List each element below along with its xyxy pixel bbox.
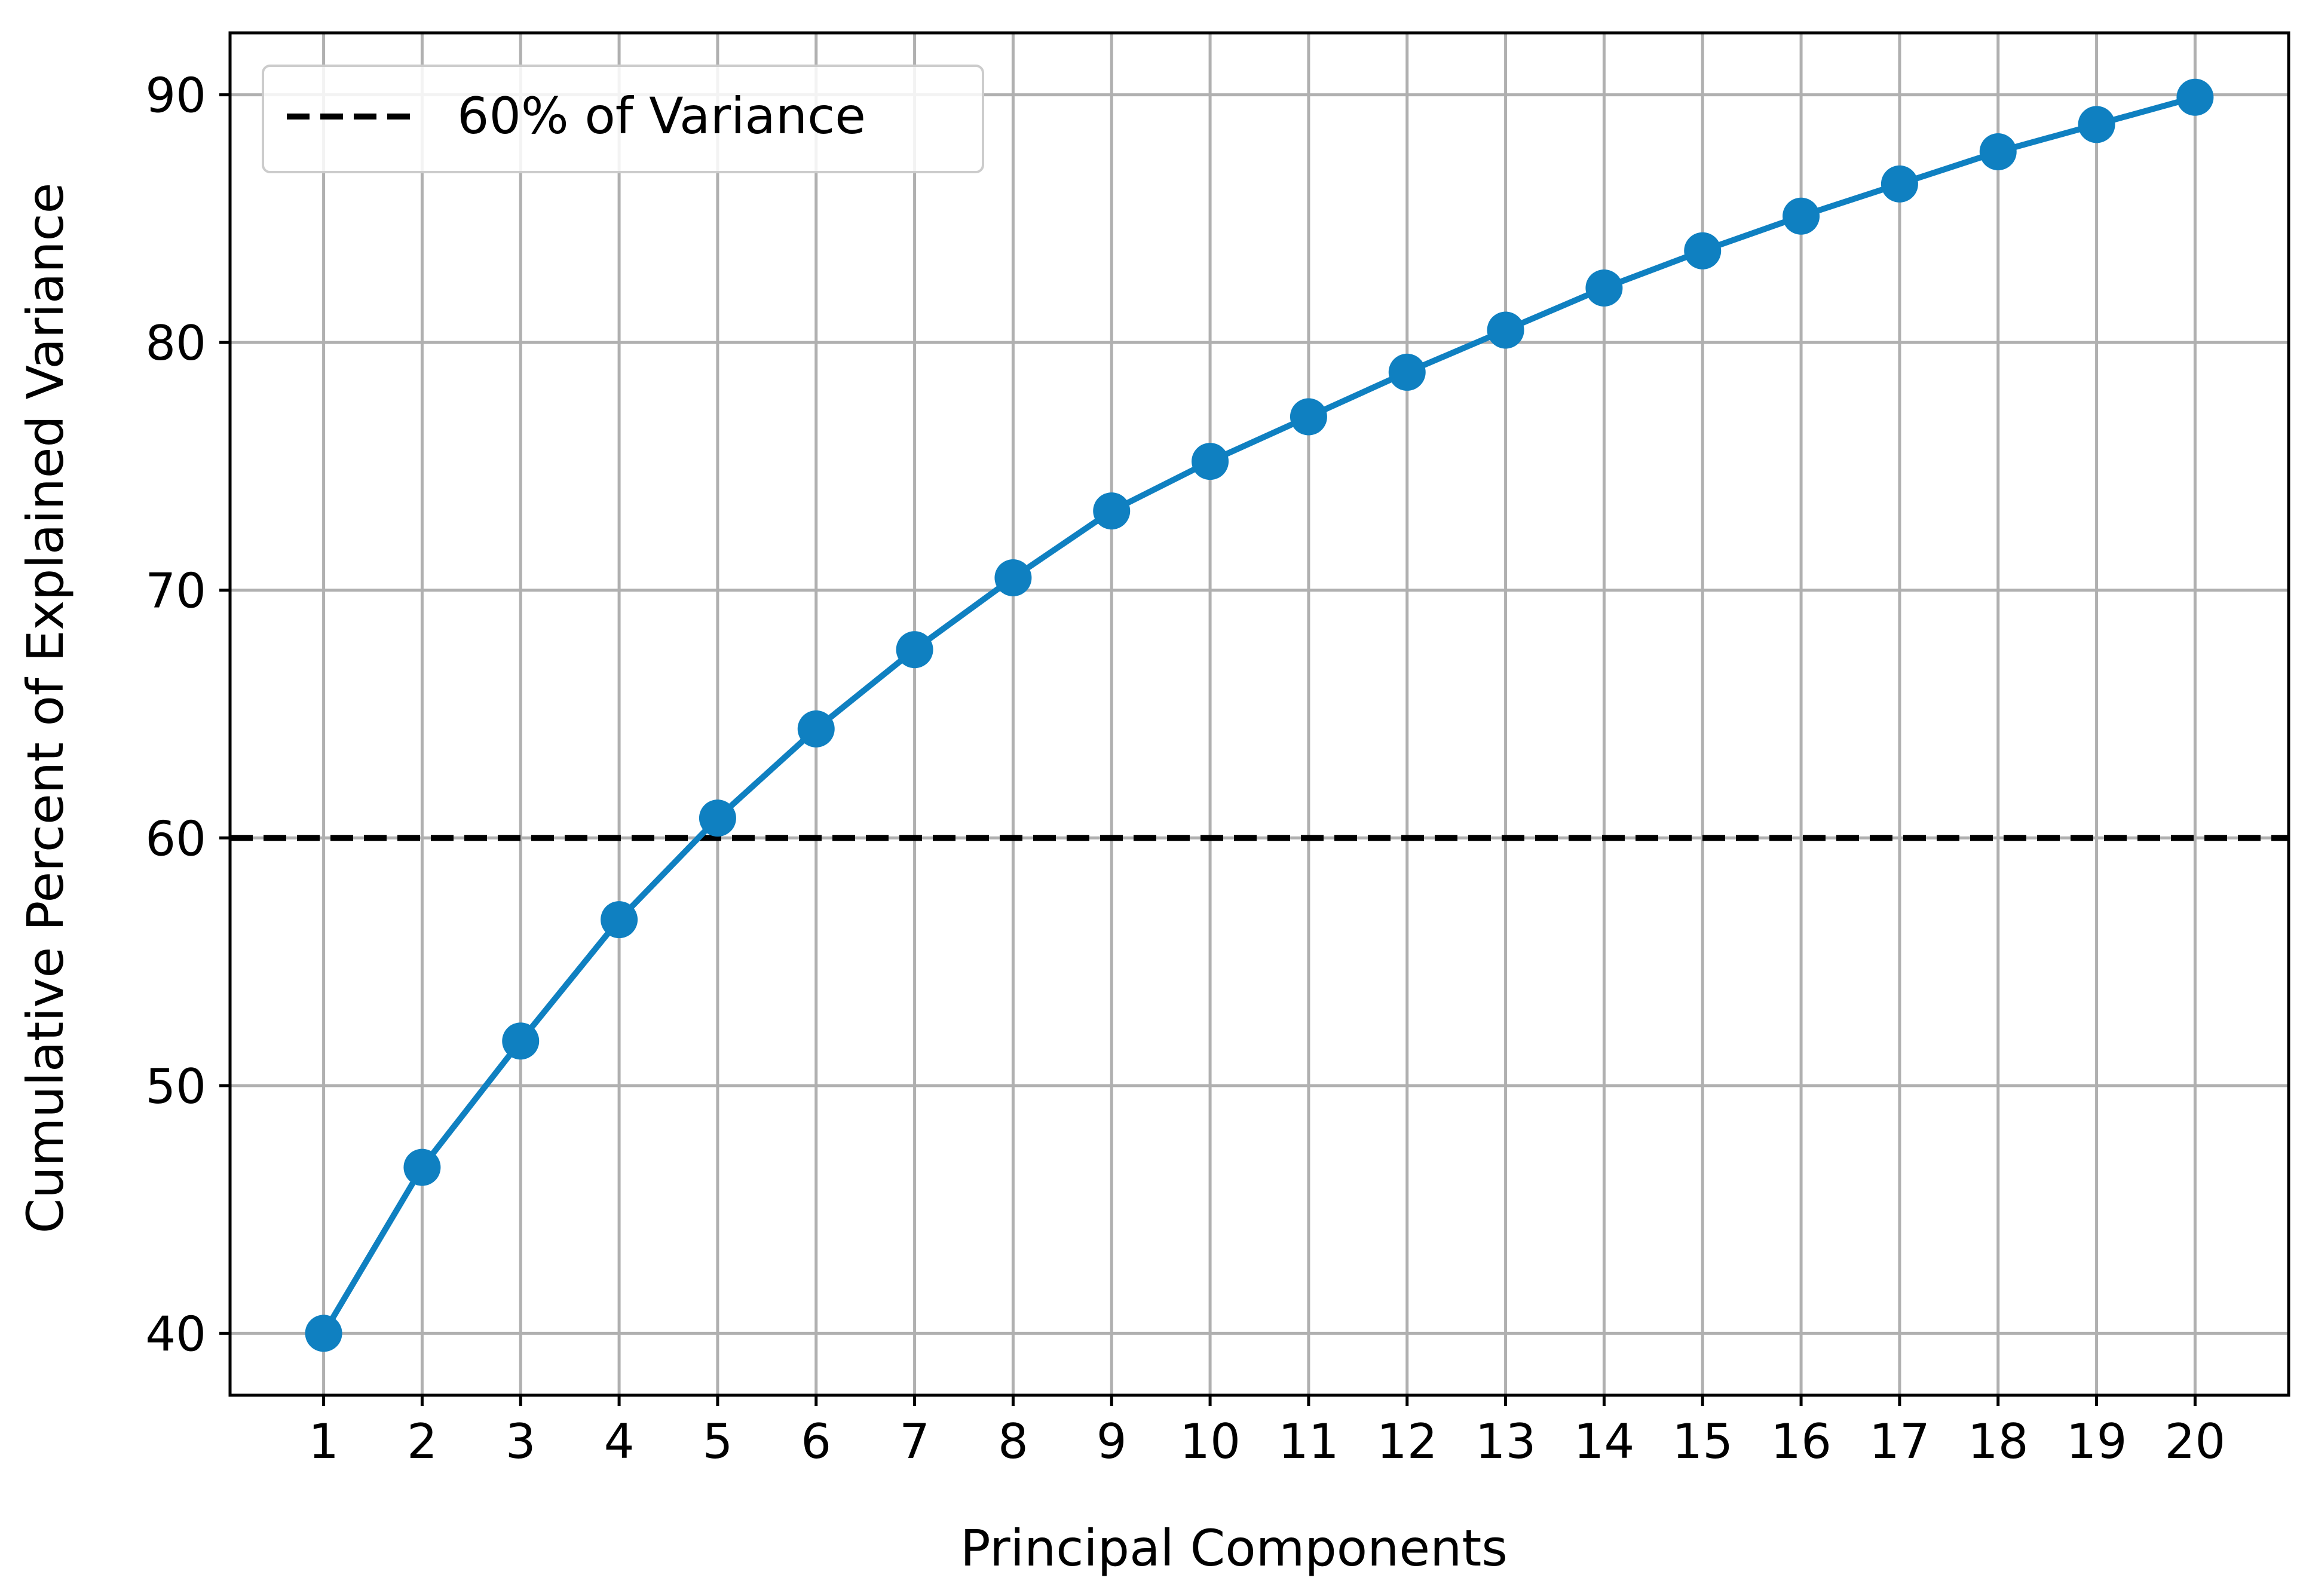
data-point bbox=[2176, 78, 2214, 116]
x-tick-label: 11 bbox=[1278, 1414, 1339, 1469]
data-point bbox=[403, 1148, 441, 1186]
x-tick-label: 9 bbox=[1097, 1414, 1127, 1469]
x-tick-label: 10 bbox=[1180, 1414, 1241, 1469]
x-axis-label: Principal Components bbox=[960, 1519, 1508, 1577]
data-point bbox=[601, 901, 638, 939]
data-point bbox=[699, 799, 736, 837]
x-tick-label: 16 bbox=[1771, 1414, 1832, 1469]
data-point bbox=[1388, 353, 1426, 391]
legend-box bbox=[262, 65, 984, 173]
data-point bbox=[1192, 443, 1229, 480]
x-tick-label: 4 bbox=[604, 1414, 635, 1469]
data-point bbox=[1290, 398, 1327, 436]
x-tick-label: 14 bbox=[1574, 1414, 1635, 1469]
axis-ticks: 1 2 3 4 5 6 7 8 9 10 11 12 13 14 15 16 17 18 19 20405060708… bbox=[145, 68, 2225, 1469]
x-tick-label: 8 bbox=[998, 1414, 1028, 1469]
x-tick-label: 17 bbox=[1869, 1414, 1930, 1469]
data-point bbox=[1684, 232, 1722, 269]
y-tick-label: 40 bbox=[145, 1306, 206, 1362]
y-tick-label: 50 bbox=[145, 1059, 206, 1114]
data-point bbox=[1881, 165, 1918, 203]
legend: 60% of Variance bbox=[262, 65, 984, 173]
x-tick-label: 15 bbox=[1672, 1414, 1733, 1469]
data-point bbox=[896, 631, 933, 669]
data-point bbox=[797, 710, 835, 748]
x-tick-label: 7 bbox=[899, 1414, 930, 1469]
y-tick-label: 90 bbox=[145, 68, 206, 124]
y-axis-label: Cumulative Percent of Explained Variance bbox=[16, 183, 75, 1234]
series-group bbox=[305, 78, 2214, 1352]
data-point bbox=[1093, 492, 1131, 530]
x-tick-label: 18 bbox=[1968, 1414, 2029, 1469]
x-tick-label: 3 bbox=[506, 1414, 536, 1469]
x-tick-label: 12 bbox=[1377, 1414, 1438, 1469]
data-point bbox=[1979, 133, 2017, 170]
data-point bbox=[994, 559, 1032, 596]
y-tick-label: 70 bbox=[145, 563, 206, 619]
x-tick-label: 5 bbox=[702, 1414, 733, 1469]
y-tick-label: 80 bbox=[145, 315, 206, 371]
x-tick-label: 13 bbox=[1475, 1414, 1536, 1469]
data-point bbox=[1585, 269, 1623, 307]
x-tick-label: 19 bbox=[2066, 1414, 2127, 1469]
data-point bbox=[1487, 311, 1524, 349]
x-tick-label: 6 bbox=[801, 1414, 831, 1469]
x-tick-label: 1 bbox=[308, 1414, 339, 1469]
x-tick-label: 2 bbox=[407, 1414, 437, 1469]
legend-label: 60% of Variance bbox=[457, 87, 866, 145]
x-tick-label: 20 bbox=[2165, 1414, 2226, 1469]
data-point bbox=[1783, 197, 1820, 235]
data-point bbox=[502, 1022, 540, 1060]
data-point bbox=[305, 1315, 342, 1352]
plot-frame bbox=[228, 31, 2290, 1397]
data-point bbox=[2078, 106, 2115, 143]
y-tick-label: 60 bbox=[145, 811, 206, 866]
